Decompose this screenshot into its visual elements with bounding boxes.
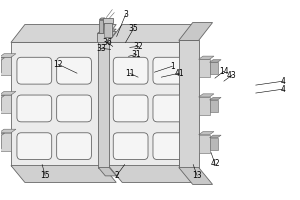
Text: 43: 43 <box>227 71 237 80</box>
Bar <box>98 40 109 168</box>
Text: 32: 32 <box>134 42 143 51</box>
Polygon shape <box>210 97 221 100</box>
Text: 13: 13 <box>192 171 202 180</box>
Polygon shape <box>108 25 193 42</box>
Polygon shape <box>11 25 116 42</box>
FancyBboxPatch shape <box>57 57 92 84</box>
Polygon shape <box>179 23 213 40</box>
Polygon shape <box>210 135 221 138</box>
Bar <box>210 138 218 150</box>
Bar <box>0 98 1 110</box>
Polygon shape <box>98 31 116 40</box>
Bar <box>0 60 1 72</box>
Bar <box>108 42 179 166</box>
Polygon shape <box>0 95 4 98</box>
FancyBboxPatch shape <box>17 133 52 160</box>
Bar <box>210 62 218 74</box>
FancyBboxPatch shape <box>153 95 188 122</box>
Bar <box>104 23 112 37</box>
Text: 42: 42 <box>210 159 220 168</box>
Bar <box>199 135 210 153</box>
Polygon shape <box>0 133 4 136</box>
FancyBboxPatch shape <box>113 95 148 122</box>
Polygon shape <box>0 58 4 60</box>
FancyBboxPatch shape <box>153 57 188 84</box>
Polygon shape <box>0 91 16 95</box>
Polygon shape <box>0 129 16 133</box>
Bar <box>199 59 210 77</box>
FancyBboxPatch shape <box>57 95 92 122</box>
Bar <box>0 136 1 148</box>
Polygon shape <box>11 166 116 182</box>
Polygon shape <box>99 18 105 20</box>
Polygon shape <box>0 54 16 57</box>
Polygon shape <box>199 56 214 59</box>
Text: 2: 2 <box>114 171 119 180</box>
Text: 14: 14 <box>219 67 229 76</box>
Text: 33: 33 <box>96 44 106 53</box>
Text: 1: 1 <box>170 62 175 71</box>
Text: 4: 4 <box>281 85 286 94</box>
Bar <box>0 57 11 75</box>
Polygon shape <box>108 166 193 182</box>
Bar <box>103 18 113 23</box>
FancyBboxPatch shape <box>113 57 148 84</box>
Bar <box>0 133 11 151</box>
Polygon shape <box>199 94 214 97</box>
Text: 31: 31 <box>132 50 141 59</box>
Text: 3: 3 <box>123 10 128 19</box>
FancyBboxPatch shape <box>153 133 188 160</box>
Polygon shape <box>199 132 214 135</box>
Text: 15: 15 <box>40 171 50 180</box>
Bar <box>199 97 210 115</box>
FancyBboxPatch shape <box>113 133 148 160</box>
Polygon shape <box>210 60 221 62</box>
FancyBboxPatch shape <box>17 57 52 84</box>
Bar <box>98 33 110 42</box>
FancyBboxPatch shape <box>17 95 52 122</box>
FancyBboxPatch shape <box>57 133 92 160</box>
Text: 4: 4 <box>281 77 286 86</box>
Polygon shape <box>98 29 116 33</box>
Polygon shape <box>98 168 116 176</box>
Bar <box>0 95 11 113</box>
Bar <box>179 40 199 168</box>
Text: 36: 36 <box>102 38 112 47</box>
Text: 12: 12 <box>53 60 63 69</box>
Text: 11: 11 <box>125 69 134 78</box>
Text: 41: 41 <box>174 69 184 78</box>
Bar <box>210 100 218 112</box>
Polygon shape <box>179 168 213 184</box>
Text: 35: 35 <box>129 24 139 33</box>
Bar <box>99 20 103 33</box>
Bar <box>11 42 102 166</box>
